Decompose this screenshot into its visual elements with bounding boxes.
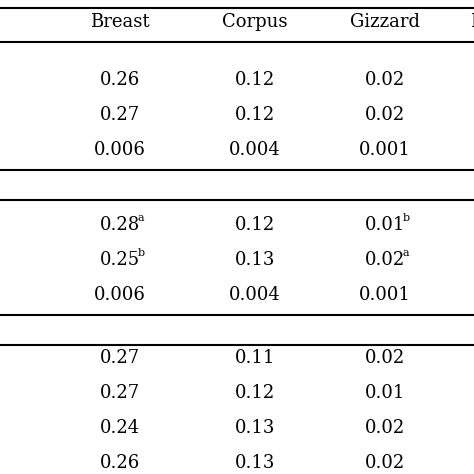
Text: 0.26: 0.26 [100, 454, 140, 472]
Text: Proventr: Proventr [470, 13, 474, 31]
Text: b: b [403, 213, 410, 223]
Text: a: a [138, 213, 145, 223]
Text: 0.12: 0.12 [235, 216, 275, 234]
Text: 0.02: 0.02 [365, 251, 405, 269]
Text: 0.11: 0.11 [235, 349, 275, 367]
Text: 0.006: 0.006 [94, 286, 146, 304]
Text: 0.25: 0.25 [100, 251, 140, 269]
Text: 0.13: 0.13 [235, 251, 275, 269]
Text: 0.12: 0.12 [235, 106, 275, 124]
Text: 0.02: 0.02 [365, 71, 405, 89]
Text: b: b [138, 248, 145, 258]
Text: 0.004: 0.004 [229, 286, 281, 304]
Text: 0.02: 0.02 [365, 419, 405, 437]
Text: Breast: Breast [90, 13, 150, 31]
Text: 0.001: 0.001 [359, 141, 411, 159]
Text: 0.004: 0.004 [229, 141, 281, 159]
Text: 0.01: 0.01 [365, 216, 405, 234]
Text: 0.02: 0.02 [365, 349, 405, 367]
Text: Corpus: Corpus [222, 13, 288, 31]
Text: 0.13: 0.13 [235, 419, 275, 437]
Text: 0.27: 0.27 [100, 349, 140, 367]
Text: 0.02: 0.02 [365, 454, 405, 472]
Text: 0.001: 0.001 [359, 286, 411, 304]
Text: 0.02: 0.02 [365, 106, 405, 124]
Text: 0.12: 0.12 [235, 71, 275, 89]
Text: a: a [403, 248, 410, 258]
Text: 0.12: 0.12 [235, 384, 275, 402]
Text: 0.01: 0.01 [365, 384, 405, 402]
Text: Gizzard: Gizzard [350, 13, 420, 31]
Text: 0.28: 0.28 [100, 216, 140, 234]
Text: 0.27: 0.27 [100, 384, 140, 402]
Text: 0.27: 0.27 [100, 106, 140, 124]
Text: 0.13: 0.13 [235, 454, 275, 472]
Text: 0.006: 0.006 [94, 141, 146, 159]
Text: 0.26: 0.26 [100, 71, 140, 89]
Text: 0.24: 0.24 [100, 419, 140, 437]
